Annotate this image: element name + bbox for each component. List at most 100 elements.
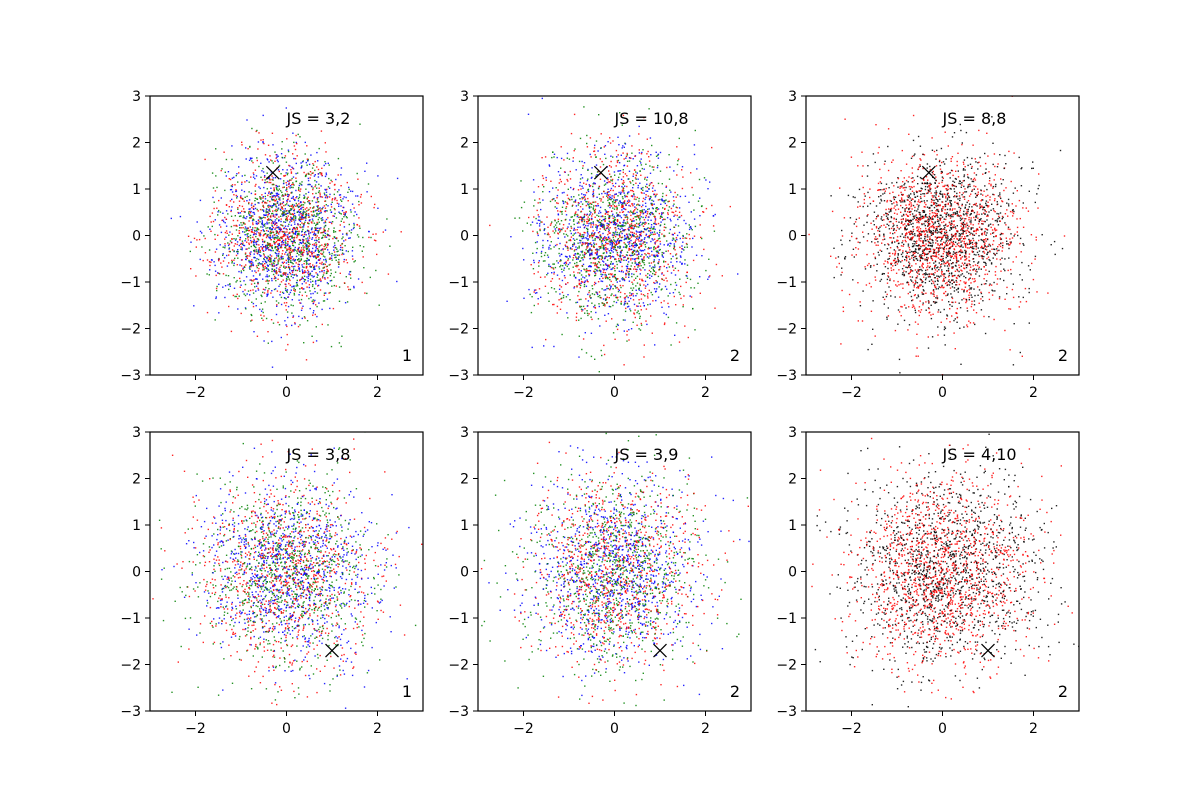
scatter-point — [246, 248, 248, 250]
scatter-point — [609, 232, 611, 234]
scatter-point — [594, 216, 596, 218]
scatter-point — [353, 287, 355, 289]
scatter-point — [290, 171, 293, 173]
scatter-point — [286, 212, 288, 215]
scatter-point — [599, 278, 601, 280]
scatter-point — [280, 271, 282, 273]
scatter-point — [289, 279, 291, 282]
scatter-point — [265, 247, 267, 249]
scatter-point — [321, 196, 324, 198]
scatter-point — [280, 274, 282, 276]
scatter-point — [277, 274, 280, 276]
scatter-point — [510, 236, 512, 238]
scatter-point — [290, 169, 292, 171]
scatter-point — [679, 246, 681, 249]
scatter-point — [562, 296, 565, 299]
scatter-point — [329, 258, 331, 260]
scatter-point — [277, 259, 279, 261]
scatter-point — [661, 213, 663, 216]
scatter-point — [274, 177, 277, 179]
scatter-point — [637, 266, 639, 268]
scatter-point — [306, 262, 308, 265]
scatter-point — [636, 324, 638, 326]
scatter-point — [550, 266, 553, 269]
scatter-point — [308, 183, 310, 186]
scatter-point — [257, 282, 259, 284]
scatter-point — [298, 232, 300, 235]
scatter-point — [271, 195, 273, 197]
scatter-point — [313, 267, 316, 269]
scatter-point — [653, 281, 655, 284]
scatter-point — [280, 228, 283, 230]
scatter-point — [674, 239, 676, 242]
scatter-point — [633, 194, 635, 196]
scatter-point — [285, 161, 288, 163]
scatter-point — [317, 191, 320, 194]
scatter-point — [212, 187, 215, 189]
scatter-point — [243, 215, 245, 217]
scatter-point — [542, 246, 544, 249]
scatter-point — [282, 211, 284, 213]
scatter-point — [300, 249, 302, 251]
scatter-point — [281, 261, 284, 264]
scatter-point — [312, 299, 314, 301]
scatter-point — [206, 259, 209, 261]
scatter-point — [608, 217, 611, 219]
scatter-point — [644, 223, 646, 225]
scatter-point — [347, 200, 349, 202]
scatter-point — [305, 248, 308, 250]
scatter-point — [609, 237, 611, 240]
scatter-point — [314, 265, 316, 267]
scatter-point — [622, 211, 625, 213]
scatter-point — [258, 247, 260, 249]
scatter-point — [305, 213, 308, 215]
scatter-point — [323, 270, 325, 272]
scatter-point — [648, 227, 651, 230]
scatter-point — [580, 188, 582, 190]
scatter-point — [310, 293, 312, 295]
scatter-point — [583, 194, 585, 196]
scatter-point — [652, 200, 655, 202]
scatter-point — [590, 311, 592, 313]
scatter-point — [632, 211, 635, 213]
scatter-point — [269, 155, 271, 157]
scatter-point — [609, 196, 612, 199]
scatter-point — [255, 260, 257, 262]
scatter-point — [279, 283, 281, 286]
scatter-point — [673, 248, 675, 250]
scatter-point — [584, 199, 586, 201]
scatter-point — [230, 185, 232, 187]
scatter-point — [325, 172, 327, 174]
scatter-point — [240, 227, 242, 229]
scatter-point — [614, 222, 617, 224]
scatter-point — [556, 260, 558, 262]
scatter-point — [308, 248, 310, 250]
scatter-point — [313, 287, 316, 290]
scatter-point — [270, 236, 272, 239]
scatter-point — [244, 283, 247, 286]
scatter-point — [617, 254, 619, 257]
scatter-point — [302, 226, 305, 228]
scatter-point — [655, 271, 657, 274]
scatter-point — [589, 236, 591, 238]
scatter-point — [251, 319, 253, 321]
scatter-point — [592, 185, 594, 188]
scatter-point — [250, 192, 253, 195]
scatter-point — [240, 222, 242, 224]
scatter-point — [338, 205, 340, 207]
scatter-point — [317, 279, 319, 282]
scatter-point — [607, 233, 609, 236]
scatter-point — [560, 167, 562, 169]
scatter-point — [316, 213, 318, 215]
scatter-point — [622, 254, 624, 257]
scatter-point — [327, 324, 329, 326]
scatter-point — [577, 295, 579, 297]
scatter-point — [248, 210, 251, 213]
scatter-point — [620, 239, 622, 242]
scatter-point — [309, 255, 311, 258]
scatter-point — [324, 161, 326, 163]
scatter-point — [611, 195, 613, 197]
scatter-point — [279, 178, 282, 180]
scatter-point — [322, 300, 325, 302]
scatter-point — [283, 266, 285, 268]
